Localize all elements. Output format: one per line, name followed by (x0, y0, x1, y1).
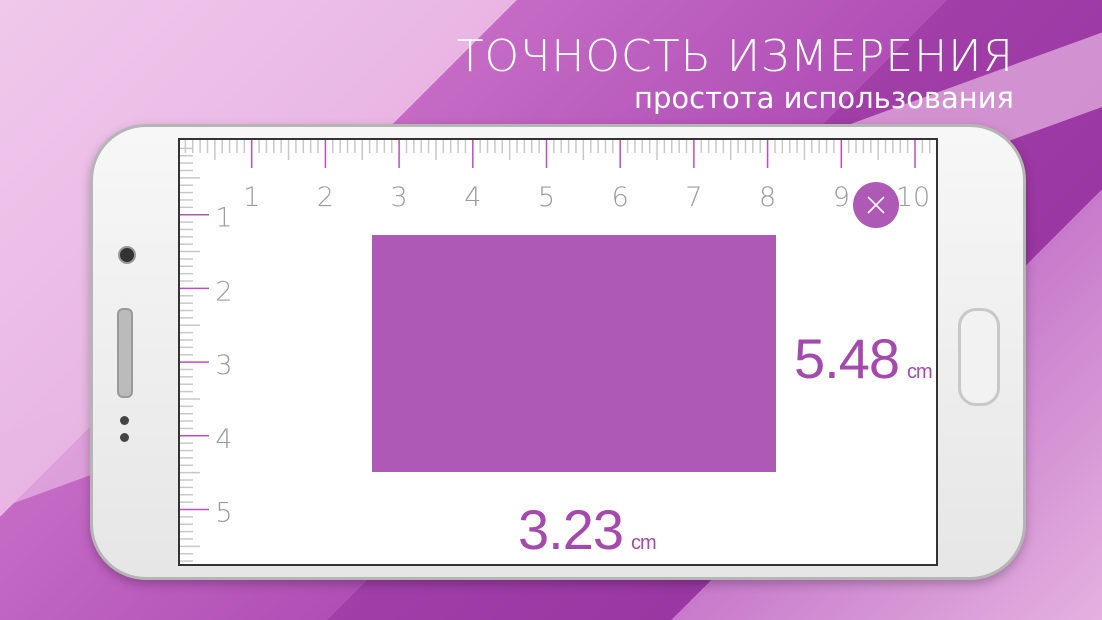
width-value: 3.23 (518, 498, 624, 561)
headline-title: ТОЧНОСТЬ ИЗМЕРЕНИЯ (456, 31, 1014, 82)
ruler-label: 6 (612, 182, 629, 213)
measured-area[interactable] (372, 235, 776, 472)
close-button[interactable] (853, 182, 899, 228)
ruler-label: 4 (464, 182, 481, 213)
width-unit: cm (631, 532, 657, 554)
sensor-icon (120, 416, 129, 425)
ruler-label: 1 (243, 182, 260, 213)
height-readout: 5.48 cm (794, 326, 933, 391)
ruler-label: 2 (215, 276, 232, 307)
width-readout: 3.23 cm (518, 497, 657, 562)
headline-subtitle: простота использования (634, 81, 1014, 115)
sensor-icon (120, 433, 129, 442)
ruler-label: 1 (215, 203, 232, 234)
ruler-label: 2 (317, 182, 334, 213)
ruler-label: 8 (759, 182, 776, 213)
height-value: 5.48 (794, 327, 900, 390)
home-button[interactable] (958, 308, 1000, 406)
camera-icon (118, 246, 136, 264)
ruler-label: 3 (391, 182, 408, 213)
speaker-grille (117, 308, 133, 398)
close-icon (867, 196, 885, 214)
ruler-label: 5 (215, 498, 232, 529)
ruler-label: 7 (685, 182, 702, 213)
ruler-label: 4 (215, 424, 232, 455)
ruler-label: 9 (833, 182, 850, 213)
ruler-label: 3 (215, 350, 232, 381)
ruler-label: 10 (896, 182, 930, 213)
height-unit: cm (907, 361, 933, 383)
promo-headline: ТОЧНОСТЬ ИЗМЕРЕНИЯ простота использовани… (456, 31, 1014, 115)
ruler-label: 5 (538, 182, 555, 213)
